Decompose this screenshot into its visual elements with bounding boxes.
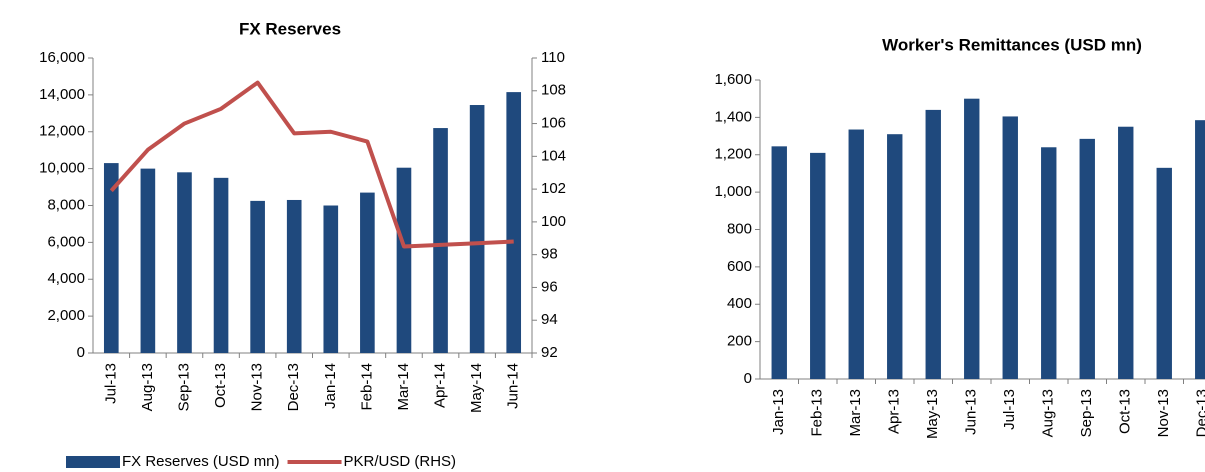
x-tick-label: Oct-13 — [212, 363, 229, 408]
y2-tick-label: 98 — [541, 246, 558, 263]
bar — [925, 109, 941, 380]
legend-label: PKR/USD (RHS) — [344, 453, 457, 470]
y-tick-label: 2,000 — [47, 307, 85, 324]
bar — [1195, 120, 1205, 379]
bar — [360, 192, 375, 353]
y-tick-label: 400 — [727, 295, 752, 312]
bar — [810, 152, 826, 379]
x-tick-label: Apr-14 — [432, 363, 449, 408]
y-tick-label: 8,000 — [47, 196, 85, 213]
y2-tick-label: 96 — [541, 278, 558, 295]
legend-swatch — [66, 456, 120, 468]
bar — [1079, 138, 1095, 379]
y2-tick-label: 106 — [541, 115, 566, 132]
y2-tick-label: 92 — [541, 344, 558, 361]
bar — [506, 92, 522, 353]
x-tick-label: Feb-14 — [358, 363, 375, 411]
x-tick-label: Jul-13 — [1001, 389, 1018, 430]
y-tick-label: 12,000 — [39, 123, 85, 140]
y-tick-label: 1,600 — [714, 71, 752, 88]
y2-tick-label: 102 — [541, 180, 566, 197]
y-tick-label: 1,000 — [714, 183, 752, 200]
x-tick-label: Feb-13 — [809, 389, 826, 437]
y-tick-label: 14,000 — [39, 86, 85, 103]
bar — [469, 105, 485, 353]
x-tick-label: Dec-13 — [285, 363, 302, 411]
x-tick-label: Aug-13 — [139, 363, 156, 411]
bar — [213, 177, 229, 353]
x-tick-label: May-13 — [924, 389, 941, 439]
x-tick-label: Nov-13 — [249, 363, 266, 411]
bar — [140, 168, 156, 353]
x-tick-label: Jun-13 — [963, 389, 980, 435]
x-tick-label: Aug-13 — [1040, 389, 1057, 437]
x-tick-label: Dec-13 — [1194, 389, 1205, 437]
bar — [1156, 167, 1172, 379]
y-tick-label: 600 — [727, 258, 752, 275]
bar — [964, 98, 980, 379]
y-tick-label: 1,400 — [714, 108, 752, 125]
bar — [250, 200, 265, 353]
x-tick-label: May-14 — [468, 363, 485, 413]
x-tick-label: Jun-14 — [505, 363, 522, 409]
x-tick-label: Sep-13 — [1078, 389, 1095, 437]
y-tick-label: 4,000 — [47, 270, 85, 287]
bar — [286, 199, 302, 353]
bar — [771, 146, 787, 379]
y-tick-label: 200 — [727, 333, 752, 350]
y-tick-label: 10,000 — [39, 160, 85, 177]
bar — [848, 129, 864, 379]
bar — [1118, 126, 1134, 379]
bar — [1002, 116, 1018, 380]
bar — [323, 205, 339, 353]
x-tick-label: Jul-13 — [102, 363, 119, 404]
y-tick-label: 0 — [77, 344, 85, 361]
bar — [433, 128, 448, 353]
y2-tick-label: 108 — [541, 82, 566, 99]
x-tick-label: Jan-14 — [322, 363, 339, 409]
bar — [103, 163, 119, 353]
y2-tick-label: 94 — [541, 311, 558, 328]
bar — [177, 172, 192, 353]
y2-tick-label: 110 — [541, 49, 565, 66]
x-tick-label: Sep-13 — [175, 363, 192, 411]
y-tick-label: 800 — [727, 220, 752, 237]
x-tick-label: Apr-13 — [886, 389, 903, 434]
y-tick-label: 6,000 — [47, 233, 85, 250]
y-tick-label: 1,200 — [714, 146, 752, 163]
x-tick-label: Mar-14 — [395, 363, 412, 411]
bar — [1041, 147, 1057, 379]
y2-tick-label: 100 — [541, 213, 566, 230]
y-tick-label: 16,000 — [39, 49, 85, 66]
y2-tick-label: 104 — [541, 147, 566, 164]
bar — [887, 134, 903, 379]
x-tick-label: Oct-13 — [1117, 389, 1134, 434]
line — [109, 80, 514, 249]
y-tick-label: 0 — [744, 370, 752, 387]
x-tick-label: Jan-13 — [770, 389, 787, 435]
x-tick-label: Nov-13 — [1155, 389, 1172, 437]
bar — [396, 167, 412, 353]
chart-title: Worker's Remittances (USD mn) — [882, 35, 1142, 54]
legend-label: FX Reserves (USD mn) — [122, 453, 280, 470]
chart-title: FX Reserves — [239, 19, 341, 38]
x-tick-label: Mar-13 — [847, 389, 864, 437]
